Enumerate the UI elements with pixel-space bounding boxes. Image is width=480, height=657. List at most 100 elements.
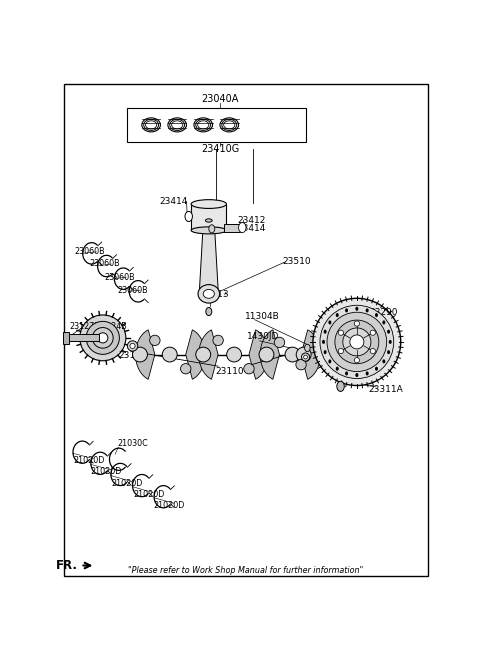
Ellipse shape — [130, 344, 135, 348]
Ellipse shape — [209, 225, 215, 233]
Circle shape — [366, 371, 369, 375]
Circle shape — [389, 340, 392, 344]
Text: 23110: 23110 — [215, 367, 243, 376]
Circle shape — [185, 212, 192, 221]
Ellipse shape — [86, 321, 120, 354]
Wedge shape — [199, 330, 218, 379]
Ellipse shape — [132, 347, 147, 362]
Text: 23040A: 23040A — [201, 94, 239, 104]
Polygon shape — [200, 231, 218, 289]
Text: 23414: 23414 — [159, 196, 188, 206]
Ellipse shape — [127, 341, 138, 351]
Text: 1430JD: 1430JD — [247, 332, 279, 342]
Bar — [127, 108, 305, 142]
Ellipse shape — [296, 359, 306, 370]
Bar — [62, 332, 69, 344]
Text: 21030C: 21030C — [118, 439, 148, 447]
Ellipse shape — [343, 328, 371, 356]
Ellipse shape — [198, 284, 219, 303]
Ellipse shape — [162, 347, 177, 362]
Text: 23290: 23290 — [370, 308, 398, 317]
Ellipse shape — [213, 335, 223, 346]
Text: 21020D: 21020D — [91, 467, 122, 476]
Wedge shape — [260, 330, 279, 379]
Text: 21020D: 21020D — [111, 479, 143, 488]
Text: 21020D: 21020D — [154, 501, 185, 510]
Text: 23513: 23513 — [200, 290, 228, 300]
Circle shape — [345, 308, 348, 312]
Ellipse shape — [296, 347, 311, 362]
Ellipse shape — [80, 315, 126, 361]
Ellipse shape — [205, 219, 212, 222]
Circle shape — [387, 350, 390, 354]
Ellipse shape — [338, 348, 344, 353]
Text: 23060B: 23060B — [89, 260, 120, 269]
Circle shape — [322, 340, 325, 344]
Ellipse shape — [320, 306, 394, 378]
Circle shape — [383, 359, 385, 363]
Text: 23060B: 23060B — [118, 286, 148, 295]
Text: 23410G: 23410G — [201, 144, 239, 154]
Ellipse shape — [301, 353, 310, 361]
Circle shape — [375, 367, 378, 371]
Ellipse shape — [227, 347, 241, 362]
Text: 23060B: 23060B — [104, 273, 134, 282]
Ellipse shape — [191, 200, 227, 208]
Circle shape — [324, 330, 326, 334]
Ellipse shape — [180, 363, 191, 374]
Circle shape — [239, 223, 246, 233]
Wedge shape — [249, 330, 268, 379]
Ellipse shape — [285, 347, 300, 362]
Text: 23127B: 23127B — [69, 322, 100, 331]
Ellipse shape — [244, 363, 254, 374]
Ellipse shape — [196, 347, 211, 362]
Text: FR.: FR. — [56, 559, 78, 572]
Ellipse shape — [350, 335, 364, 349]
Ellipse shape — [93, 328, 113, 348]
Circle shape — [328, 359, 331, 363]
Ellipse shape — [370, 330, 375, 335]
Circle shape — [206, 307, 212, 315]
Text: "Please refer to Work Shop Manual for further information": "Please refer to Work Shop Manual for fu… — [128, 566, 364, 575]
Circle shape — [345, 371, 348, 375]
Circle shape — [375, 313, 378, 317]
Ellipse shape — [304, 355, 307, 359]
Ellipse shape — [274, 337, 285, 348]
Text: 23412: 23412 — [238, 216, 266, 225]
Ellipse shape — [150, 335, 160, 346]
Text: 23120: 23120 — [118, 351, 147, 359]
Ellipse shape — [305, 344, 310, 351]
Ellipse shape — [191, 227, 227, 234]
Circle shape — [366, 308, 369, 312]
Text: 23510: 23510 — [282, 258, 311, 267]
Ellipse shape — [203, 289, 215, 298]
Ellipse shape — [338, 330, 344, 335]
Text: 11304B: 11304B — [245, 312, 280, 321]
Bar — [225, 223, 240, 232]
Circle shape — [383, 321, 385, 325]
Text: 23414: 23414 — [238, 223, 266, 233]
Wedge shape — [135, 330, 155, 379]
Wedge shape — [301, 330, 321, 379]
Ellipse shape — [370, 348, 375, 353]
Text: 21020D: 21020D — [133, 490, 164, 499]
Circle shape — [336, 313, 339, 317]
Ellipse shape — [98, 333, 108, 343]
Circle shape — [328, 321, 331, 325]
Circle shape — [355, 373, 359, 377]
Text: 21020D: 21020D — [73, 457, 104, 465]
Text: 23311A: 23311A — [368, 386, 403, 394]
Ellipse shape — [313, 298, 401, 386]
Text: 23124B: 23124B — [96, 322, 127, 331]
Circle shape — [355, 307, 359, 311]
Bar — [67, 334, 99, 342]
Wedge shape — [186, 330, 205, 379]
Circle shape — [337, 381, 344, 392]
Bar — [191, 204, 227, 231]
Circle shape — [387, 330, 390, 334]
Circle shape — [336, 367, 339, 371]
Ellipse shape — [354, 321, 360, 326]
Text: 23060B: 23060B — [74, 247, 105, 256]
Ellipse shape — [354, 357, 360, 363]
Ellipse shape — [327, 312, 387, 372]
